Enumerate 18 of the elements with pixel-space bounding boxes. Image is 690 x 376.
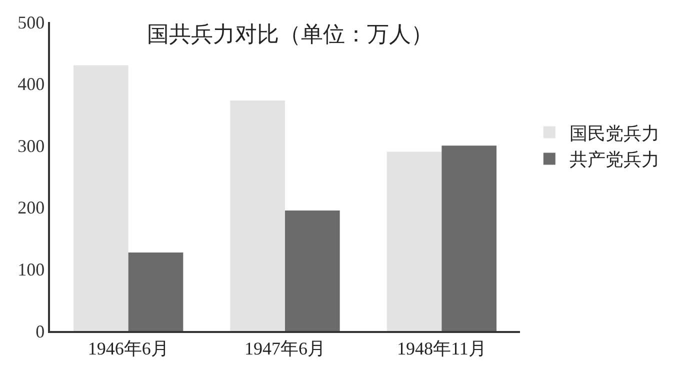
chart-title: 国共兵力对比（单位：万人） (146, 22, 433, 47)
bar (128, 252, 184, 331)
x-tick-label: 1948年11月 (397, 338, 486, 358)
bar (285, 210, 340, 331)
legend-label: 国民党兵力 (569, 123, 660, 144)
y-tick-label: 0 (36, 321, 45, 342)
y-tick-label: 400 (18, 74, 45, 94)
bar (74, 65, 128, 331)
bar (230, 100, 285, 331)
x-tick-label: 1946年6月 (88, 338, 169, 358)
legend-label: 共产党兵力 (569, 150, 660, 170)
y-tick-label: 200 (18, 198, 45, 218)
y-tick-label: 300 (18, 136, 45, 156)
bar (386, 152, 442, 331)
x-tick-label: 1947年6月 (244, 338, 326, 358)
bar (442, 146, 496, 331)
y-tick-label: 500 (18, 12, 45, 32)
y-tick-label: 100 (18, 260, 45, 280)
